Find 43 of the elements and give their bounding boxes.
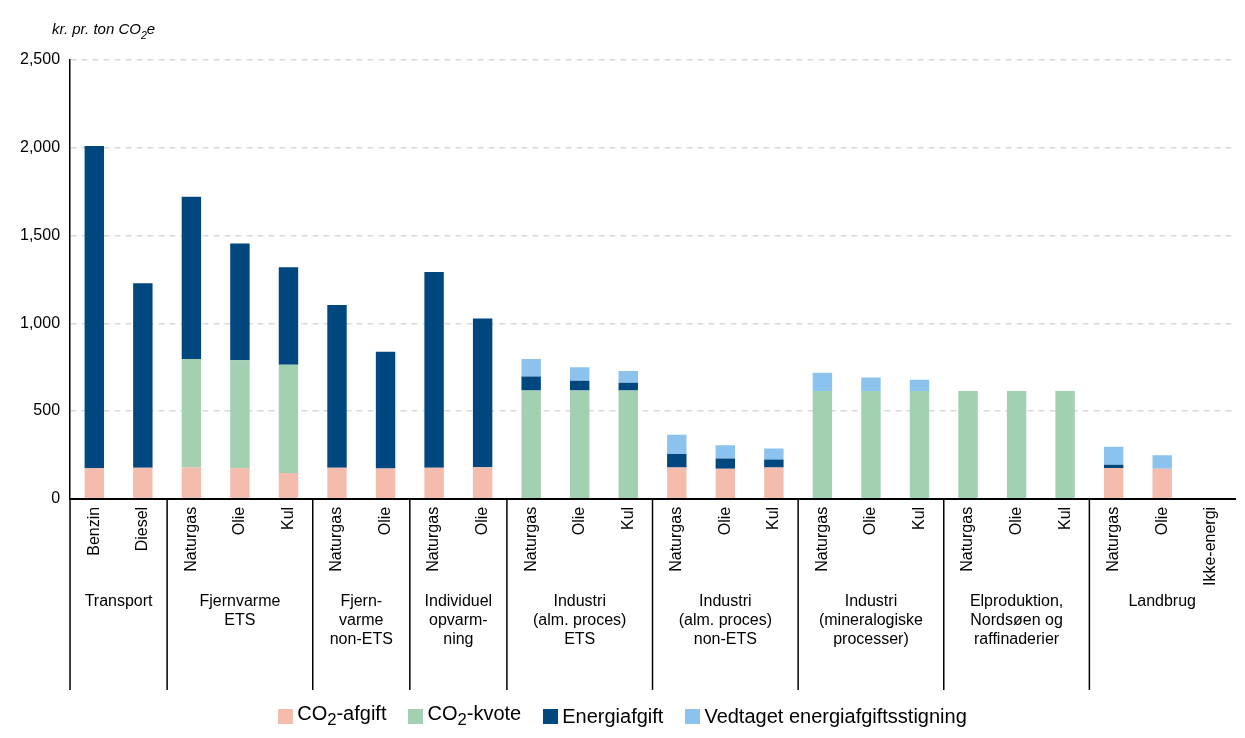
x-tick-label: Naturgas xyxy=(958,506,976,572)
x-tick-label: Naturgas xyxy=(1104,506,1122,572)
x-tick-label: Naturgas xyxy=(424,506,442,572)
x-tick-label: Olie xyxy=(1006,506,1024,536)
x-tick-label: Kul xyxy=(1055,506,1073,530)
legend-label: Vedtaget energiafgiftsstigning xyxy=(704,704,967,728)
text: Individuel opvarm- ning xyxy=(424,592,493,648)
x-tick-label: Kul xyxy=(909,506,927,530)
x-tick-label: Olie xyxy=(570,506,588,536)
text: Transport xyxy=(84,592,154,610)
x-tick-label: Olie xyxy=(375,506,393,536)
x-tick-label: Diesel xyxy=(133,506,151,552)
x-tick-label: Olie xyxy=(230,506,248,536)
x-tick-label: Benzin xyxy=(84,506,102,556)
y-tick-label: 1,000 xyxy=(19,313,61,331)
y-tick-label: 2,000 xyxy=(19,138,61,156)
legend-label: CO$_{2}$-kvote xyxy=(427,702,522,730)
y-tick-label: 2,500 xyxy=(19,50,61,68)
legend-label: CO$_{2}$-afgift xyxy=(297,702,387,730)
x-tick-label: Naturgas xyxy=(667,506,685,572)
legend-label: Energiafgift xyxy=(562,704,664,728)
x-tick-label: Olie xyxy=(861,506,879,536)
x-tick-label: Olie xyxy=(473,506,491,536)
x-tick-label: Olie xyxy=(1152,506,1170,536)
x-tick-label: Naturgas xyxy=(812,506,830,572)
y-tick-label: 0 xyxy=(51,489,61,507)
y-tick-label: 500 xyxy=(33,401,61,419)
x-tick-label: Kul xyxy=(764,506,782,530)
x-tick-label: Ikke-energi xyxy=(1201,506,1219,587)
x-tick-label: Naturgas xyxy=(521,506,539,572)
text: Elproduktion, Nordsøen og raffinaderier xyxy=(969,592,1064,648)
x-tick-label: Kul xyxy=(618,506,636,530)
x-tick-label: Naturgas xyxy=(327,506,345,572)
text: Landbrug xyxy=(1128,592,1196,610)
text: Industri (alm. proces) ETS xyxy=(533,592,627,648)
y-tick-label: 1,500 xyxy=(19,225,61,243)
text: Industri (alm. proces) non-ETS xyxy=(678,592,773,648)
text: Industri (mineralogiske processer) xyxy=(818,592,924,648)
x-tick-label: Kul xyxy=(278,506,296,530)
text: Fjern- varme non-ETS xyxy=(329,592,393,648)
text: Fjernvarme ETS xyxy=(199,592,281,629)
x-tick-label: Olie xyxy=(715,506,733,536)
x-tick-label: Naturgas xyxy=(181,506,199,572)
